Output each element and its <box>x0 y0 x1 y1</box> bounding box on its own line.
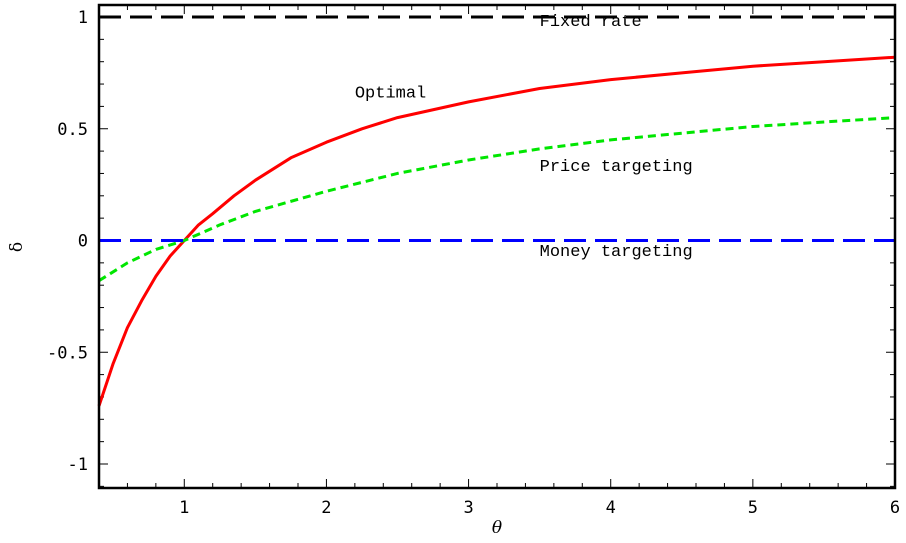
y-tick-label: 0.5 <box>57 120 88 140</box>
x-tick-label: 3 <box>463 498 473 518</box>
annotation-label: Optimal <box>355 84 426 103</box>
x-tick-label: 2 <box>321 498 331 518</box>
tick-label-group: 1 2 3 4 5 6 1 0.5 0 -0.5 -1 <box>47 8 900 518</box>
tick-group <box>99 5 896 488</box>
x-tick-label: 5 <box>748 498 758 518</box>
plot-frame <box>97 3 897 490</box>
x-tick-label: 1 <box>179 498 189 518</box>
y-tick-label: 0 <box>78 232 88 252</box>
series-line-price-targeting <box>98 116 896 282</box>
y-tick-label: -1 <box>68 455 88 475</box>
annotation-label: Money targeting <box>540 243 693 262</box>
annotation-group: Fixed rate Optimal Price targeting Money ta… <box>355 13 693 262</box>
y-tick-label: 1 <box>78 8 88 28</box>
y-tick-label: -0.5 <box>47 343 88 363</box>
series-group <box>97 15 896 407</box>
x-tick-label: 4 <box>606 498 616 518</box>
series-line-optimal <box>97 55 896 407</box>
x-axis-label: θ <box>492 518 502 538</box>
annotation-label: Price targeting <box>540 158 693 177</box>
y-axis-label: δ <box>7 242 27 252</box>
x-tick-label: 6 <box>890 498 900 518</box>
annotation-label: Fixed rate <box>540 13 642 32</box>
